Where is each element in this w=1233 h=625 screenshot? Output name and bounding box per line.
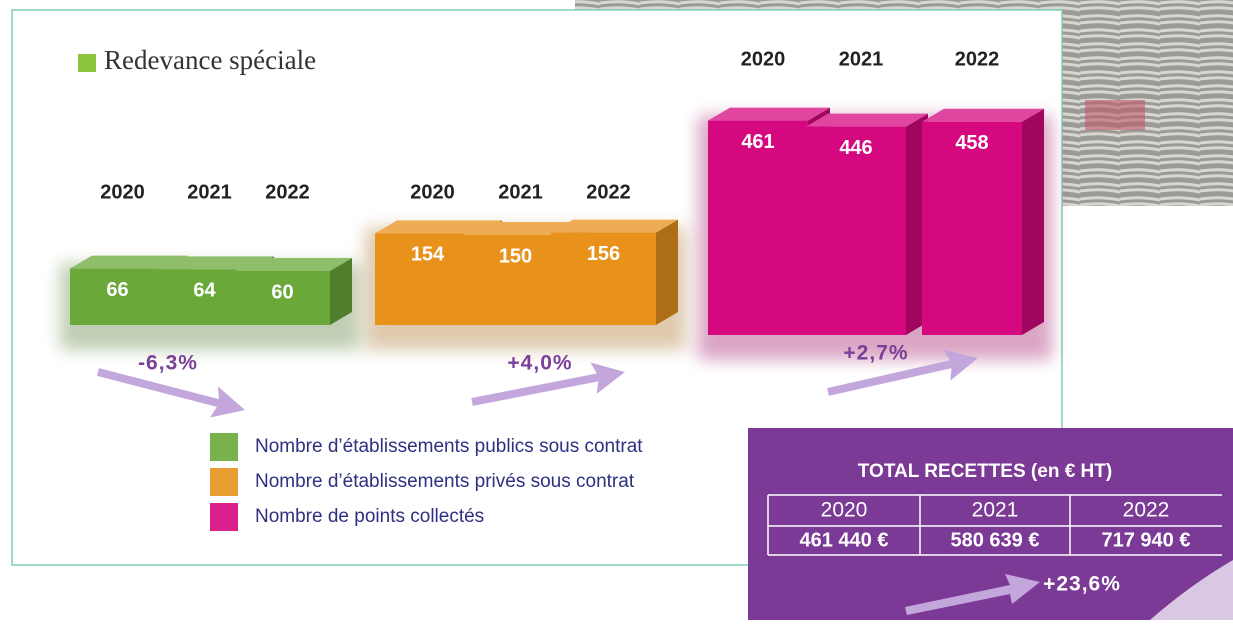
trend-arrow [471, 362, 625, 406]
bar-top [70, 255, 187, 269]
photo-detail [1085, 100, 1145, 130]
bar [235, 271, 330, 325]
table-amount: 461 440 € [800, 529, 889, 551]
bar-side [330, 258, 352, 325]
x-tick-label: 2022 [586, 181, 631, 203]
data-label: 156 [587, 243, 620, 265]
totals-table: 2020 461 440 € 2021 580 639 € 2022 717 940 € [800, 499, 1191, 552]
bar [922, 121, 1022, 335]
bar-side [656, 219, 678, 325]
trend-arrow-shape [827, 349, 978, 396]
bar-top [806, 113, 928, 127]
bar-top [551, 219, 678, 233]
table-year: 2022 [1123, 499, 1170, 522]
bars: 2020 66 2021 64 2022 60 -6,3% 2020 154 2021 150 202… [60, 48, 1052, 418]
legend-swatch [210, 503, 238, 531]
totals-title: TOTAL RECETTES (en € HT) [858, 461, 1112, 482]
trend-arrow [96, 368, 245, 418]
legend-swatch [210, 433, 238, 461]
data-label: 446 [839, 137, 872, 159]
bar [708, 120, 808, 335]
legend-swatch [210, 468, 238, 496]
x-tick-label: 2020 [410, 181, 455, 203]
bar-side [1022, 108, 1044, 335]
bar-top [235, 258, 352, 271]
x-tick-label: 2021 [498, 181, 543, 203]
change-label: +4,0% [507, 352, 572, 375]
bar-top [708, 107, 830, 121]
data-label: 60 [271, 281, 293, 303]
table-year: 2020 [821, 499, 868, 522]
legend-label: Nombre d’établissements publics sous con… [255, 436, 643, 457]
data-label: 458 [955, 132, 988, 154]
legend-label: Nombre d’établissements privés sous cont… [255, 471, 635, 492]
data-label: 150 [499, 245, 532, 267]
totals-change: +23,6% [1043, 573, 1121, 596]
title-marker [78, 54, 96, 72]
bar-top [922, 108, 1044, 122]
x-tick-label: 2020 [100, 181, 145, 203]
change-label: +2,7% [843, 342, 908, 365]
data-label: 66 [106, 279, 128, 301]
data-label: 64 [193, 280, 216, 302]
trend-arrow-shape [471, 362, 625, 406]
x-tick-label: 2021 [187, 181, 232, 203]
legend-label: Nombre de points collectés [255, 506, 484, 527]
table-amount: 717 940 € [1102, 529, 1191, 551]
totals-box [748, 428, 1233, 620]
bar [70, 268, 165, 325]
x-tick-label: 2020 [741, 48, 786, 70]
trend-arrow [827, 349, 978, 396]
chart-title: Redevance spéciale [104, 45, 316, 75]
table-year: 2021 [972, 499, 1019, 522]
page-curl [1150, 560, 1233, 620]
x-tick-label: 2022 [265, 181, 310, 203]
bar [806, 126, 906, 335]
x-tick-label: 2021 [839, 48, 884, 70]
trend-arrow [905, 574, 1040, 615]
table-amount: 580 639 € [951, 529, 1040, 551]
trend-arrow-shape [96, 368, 245, 418]
x-tick-label: 2022 [955, 48, 1000, 70]
data-label: 461 [741, 131, 774, 153]
bar [463, 235, 568, 325]
bar-top [375, 220, 502, 234]
change-label: -6,3% [138, 352, 198, 375]
bar [551, 232, 656, 325]
legend: Nombre d’établissements publics sous con… [210, 433, 643, 531]
data-label: 154 [411, 244, 445, 266]
bar [375, 233, 480, 325]
